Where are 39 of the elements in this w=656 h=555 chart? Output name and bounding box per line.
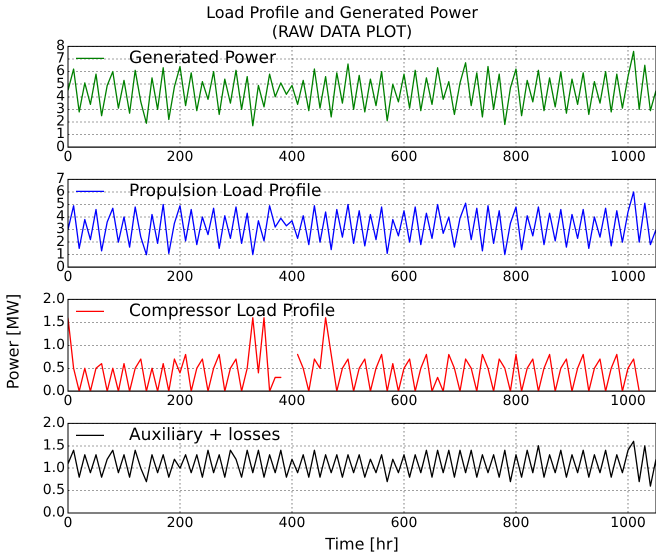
x-tick-label: 600	[390, 393, 418, 410]
x-tick-label: 600	[390, 149, 418, 166]
x-tick-label: 1000	[610, 269, 646, 286]
x-tick-label: 800	[502, 515, 530, 532]
x-tick-label: 600	[390, 515, 418, 532]
y-tick-label: 0.5	[42, 360, 65, 376]
x-tick-label: 800	[502, 269, 530, 286]
legend-label: Generated Power	[129, 48, 276, 68]
x-tick-label: 1000	[610, 149, 646, 166]
x-tick-label: 400	[278, 393, 306, 410]
x-tick-label: 200	[166, 149, 194, 166]
x-tick-label: 200	[166, 393, 194, 410]
y-axis-title: Power [MW]	[4, 292, 22, 392]
x-tick-label: 400	[278, 515, 306, 532]
legend-label: Propulsion Load Profile	[129, 180, 322, 201]
legend-label: Auxiliary + losses	[129, 424, 280, 445]
y-tick-label: 0.0	[42, 504, 65, 521]
x-tick-label: 800	[502, 149, 530, 166]
y-tick-label: 1.5	[42, 437, 65, 454]
x-tick-label: 1000	[610, 393, 646, 410]
x-tick-label: 400	[278, 149, 306, 166]
y-tick-label: 1.5	[42, 314, 65, 330]
y-tick-label: 1.0	[42, 460, 65, 476]
x-tick-label: 400	[278, 269, 306, 286]
y-tick-label: 1.0	[42, 336, 65, 353]
y-tick-label: 2.0	[42, 291, 65, 308]
x-tick-label: 200	[166, 269, 194, 286]
y-tick-label: 0	[56, 258, 65, 275]
x-tick-label: 1000	[610, 515, 646, 532]
chart-title: Load Profile and Generated Power (RAW DATA PLOT)	[206, 2, 478, 41]
x-tick-label: 800	[502, 393, 530, 410]
legend-label: Compressor Load Profile	[129, 300, 336, 321]
x-tick-label: 600	[390, 269, 418, 286]
y-tick-label: 2.0	[42, 415, 65, 432]
y-tick-label: 0	[56, 138, 65, 155]
x-axis-title: Time [hr]	[324, 534, 399, 554]
x-tick-label: 200	[166, 515, 194, 532]
y-tick-label: 0.0	[42, 382, 65, 399]
y-tick-label: 0.5	[42, 482, 65, 498]
